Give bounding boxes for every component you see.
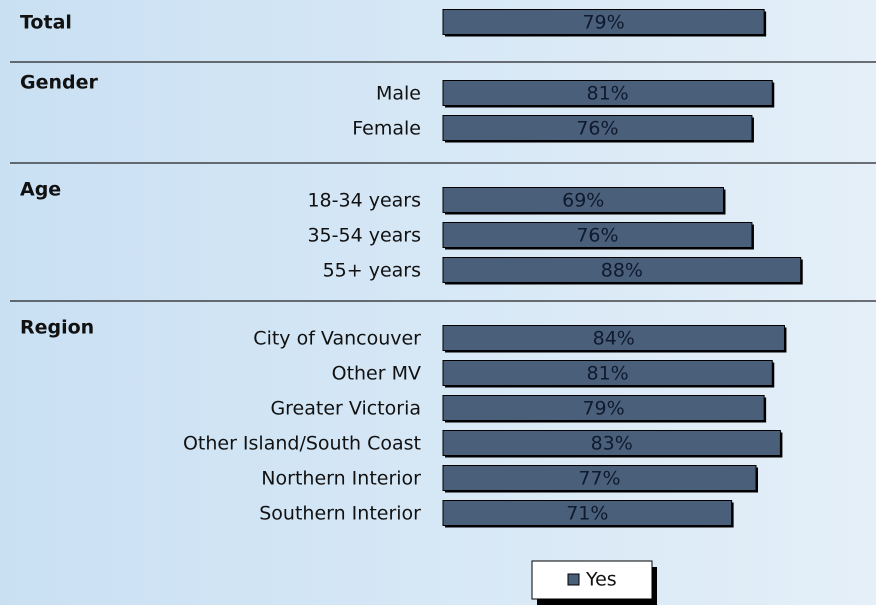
bar	[442, 500, 733, 526]
value-label: 88%	[601, 260, 643, 282]
group-label: Age	[20, 179, 61, 201]
value-label: 76%	[576, 118, 618, 140]
value-label: 81%	[587, 363, 629, 385]
bar	[442, 187, 724, 213]
bar	[442, 325, 785, 351]
category-label: City of Vancouver	[253, 328, 421, 350]
bar	[442, 430, 781, 456]
category-label: Other MV	[332, 363, 421, 385]
bar	[442, 257, 802, 283]
value-label: 84%	[593, 328, 635, 350]
value-label: 77%	[578, 468, 620, 490]
category-label: Female	[352, 118, 421, 140]
bar	[442, 115, 753, 141]
value-label: 76%	[576, 225, 618, 247]
value-label: 81%	[587, 83, 629, 105]
bar	[442, 360, 773, 386]
category-label: Male	[376, 83, 421, 105]
legend-swatch	[567, 573, 580, 586]
legend-box	[531, 560, 653, 600]
value-label: 79%	[582, 12, 624, 34]
value-label: 79%	[582, 398, 624, 420]
value-label: 83%	[591, 433, 633, 455]
value-label: 71%	[566, 503, 608, 525]
bar	[442, 80, 773, 106]
bar	[442, 395, 765, 421]
category-label: 18-34 years	[307, 190, 421, 212]
bar	[442, 222, 753, 248]
legend-label: Yes	[585, 569, 617, 591]
bar	[442, 9, 765, 35]
group-label: Gender	[20, 72, 98, 94]
category-label: Southern Interior	[259, 503, 421, 525]
legend: Yes	[531, 560, 657, 605]
category-label: Other Island/South Coast	[183, 433, 421, 455]
group-label: Region	[20, 317, 94, 339]
category-label: Northern Interior	[261, 468, 421, 490]
bar	[442, 465, 757, 491]
category-label: Greater Victoria	[270, 398, 421, 420]
category-label: 35-54 years	[307, 225, 421, 247]
group-label: Total	[20, 12, 72, 34]
value-label: 69%	[562, 190, 604, 212]
category-label: 55+ years	[323, 260, 421, 282]
